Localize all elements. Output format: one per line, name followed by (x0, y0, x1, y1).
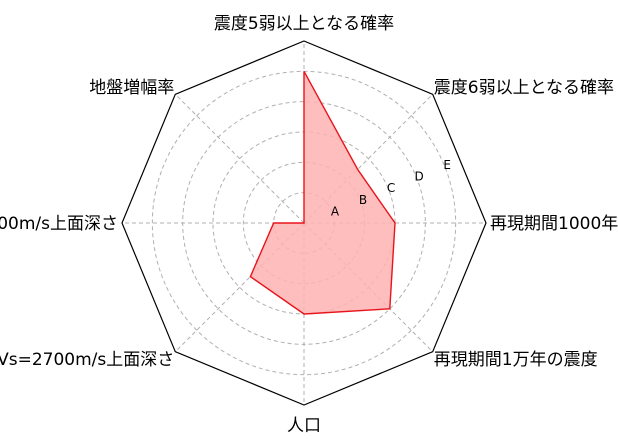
ring-label-layer: A B C D E (331, 158, 451, 218)
ring-label-e: E (443, 158, 451, 172)
series-area-0 (249, 70, 396, 315)
ring-label-a: A (331, 204, 340, 218)
ring-label-b: B (359, 193, 367, 207)
axis-label-layer: 震度5弱以上となる確率震度6弱以上となる確率再現期間1000年の震度再現期間1万… (0, 14, 618, 436)
spoke-7 (174, 93, 305, 224)
radar-frame (121, 40, 487, 406)
axis-label-3: 再現期間1万年の震度 (434, 350, 598, 370)
frame-layer (121, 40, 487, 406)
axis-label-6: Vs=1100m/s上面深さ (0, 214, 118, 234)
ring-label-c: C (387, 181, 395, 195)
axis-label-7: 地盤増幅率 (89, 78, 174, 98)
axis-label-4: 人口 (287, 416, 321, 436)
axis-label-1: 震度6弱以上となる確率 (434, 78, 614, 98)
axis-label-0: 震度5弱以上となる確率 (214, 14, 394, 34)
ring-label-d: D (414, 170, 423, 184)
axis-label-5: Vs=2700m/s上面深さ (0, 350, 174, 370)
series-layer (249, 70, 396, 315)
axis-label-2: 再現期間1000年の震度 (490, 214, 618, 234)
